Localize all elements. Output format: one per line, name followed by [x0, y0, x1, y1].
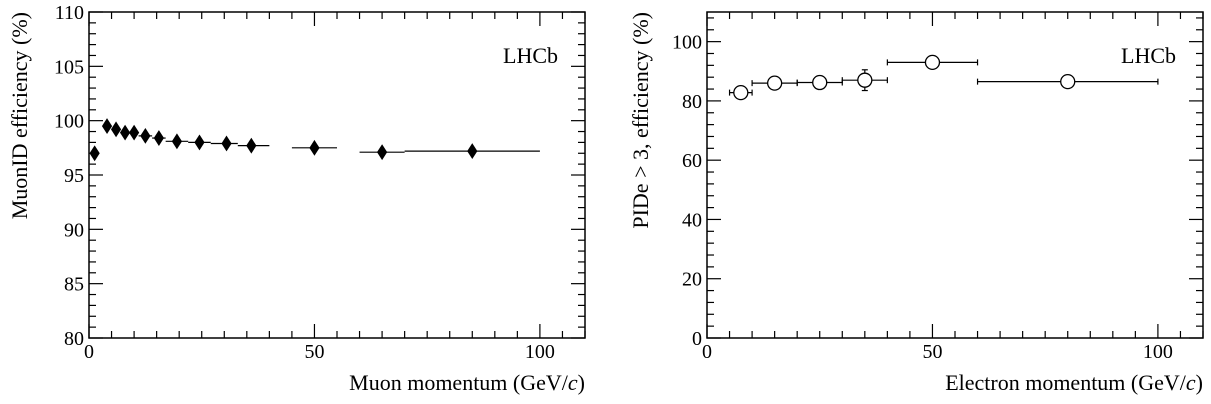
data-point [194, 134, 205, 151]
panel-right: 0 50 100 0 20 40 60 80 100 Electron momentum (GeV… [628, 11, 1204, 395]
data-point [101, 118, 113, 135]
x-tick-label: 100 [1143, 341, 1173, 363]
data-point [924, 54, 941, 71]
y-tick-label: 110 [55, 2, 84, 24]
y-axis-title: MuonID efficiency (%) [7, 12, 32, 219]
x-axis-title: Electron momentum (GeV/c) [945, 370, 1203, 395]
x-tick-label: 50 [922, 341, 942, 363]
data-point [221, 135, 232, 152]
data-point [733, 84, 749, 101]
y-tick-label: 100 [672, 32, 702, 54]
y-tick-label: 95 [64, 165, 84, 187]
data-point [140, 127, 151, 144]
x-tick-label: 100 [525, 341, 555, 363]
data-point [812, 74, 828, 91]
panel-left: 0 50 100 80 85 90 95 100 105 110 Muon momentum (Ge… [7, 2, 586, 395]
x-tick-label: 0 [702, 341, 712, 363]
x-tick-label: 0 [84, 341, 94, 363]
y-axis-title: PIDe > 3, efficiency (%) [628, 12, 653, 229]
x-axis-title: Muon momentum (GeV/c) [349, 370, 585, 395]
data-point [309, 139, 320, 156]
y-tick-label: 100 [54, 111, 84, 133]
y-tick-label: 40 [682, 209, 702, 231]
data-point [1060, 73, 1076, 90]
x-tick-label: 50 [304, 341, 324, 363]
data-point [110, 121, 122, 138]
data-point [89, 145, 100, 162]
y-tick-label: 20 [682, 269, 702, 291]
data-point [467, 143, 478, 160]
y-tick-label: 85 [64, 274, 84, 296]
data-point [766, 75, 783, 91]
data-point [246, 137, 257, 154]
data-point [153, 130, 164, 146]
data-point [171, 133, 183, 150]
data-point [376, 144, 388, 161]
y-tick-label: 105 [54, 56, 84, 78]
data-point [128, 124, 140, 141]
y-tick-label: 80 [64, 328, 84, 350]
y-tick-label: 60 [682, 150, 702, 172]
lhcb-label: LHCb [1121, 43, 1176, 68]
data-point [857, 72, 873, 88]
lhcb-label: LHCb [503, 43, 558, 68]
data-point [119, 124, 131, 141]
y-tick-label: 90 [64, 219, 84, 241]
y-tick-label: 80 [682, 91, 702, 113]
y-tick-label: 0 [692, 328, 702, 350]
